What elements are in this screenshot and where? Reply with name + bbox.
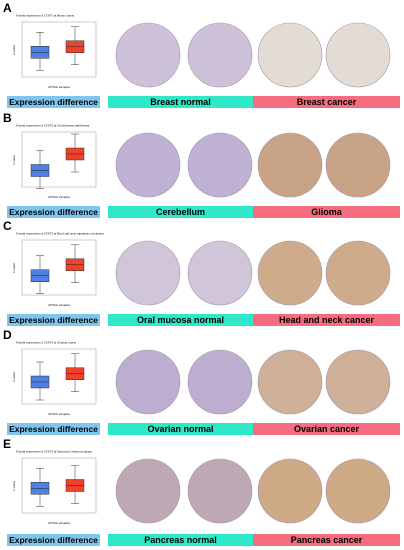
tissue-core [257,349,323,415]
normal-bar [108,206,253,218]
panel-letter: E [3,437,11,451]
cancer-bar [253,206,400,218]
tissue-core [187,132,253,198]
cancer-label: Pancreas cancer [291,535,363,545]
plot-title: Protein expression of CEP55 in Pancreati… [16,450,93,454]
tissue-core [325,132,391,198]
key-box [7,206,100,218]
x-label: CPTAC samples [48,412,70,416]
x-label: CPTAC samples [48,521,70,525]
tissue-core [325,22,391,88]
panel-letter: B [3,111,12,125]
tissue-core [115,240,181,306]
tissue-core [115,22,181,88]
plot-frame [21,131,97,188]
y-label: Z-value [12,263,16,273]
key-label: Expression difference [9,315,98,325]
cancer-bar [253,96,400,108]
key-label: Expression difference [9,97,98,107]
panel-letter: D [3,328,12,342]
x-label: CPTAC samples [48,195,70,199]
plot-title: Protein expression of CEP55 in Breast ca… [16,14,75,18]
plot-title: Protein expression of CEP55 in Glioblast… [16,124,90,128]
normal-label: Oral mucosa normal [137,315,224,325]
tissue-core [115,458,181,524]
y-label: Z-value [12,45,16,55]
panel-letter: A [3,1,12,15]
tissue-core [187,22,253,88]
tissue-core [325,240,391,306]
tissue-core [187,240,253,306]
tissue-core [115,132,181,198]
tissue-core [257,132,323,198]
tissue-core [257,240,323,306]
normal-bar [108,314,253,326]
cancer-label: Head and neck cancer [279,315,375,325]
tissue-core [187,458,253,524]
y-label: Z-value [12,481,16,491]
key-box [7,96,100,108]
plot-frame [21,348,97,405]
tissue-core [325,349,391,415]
tissue-core [325,458,391,524]
normal-bar [108,96,253,108]
cancer-label: Breast cancer [297,97,357,107]
normal-label: Cerebellum [156,207,205,217]
cancer-bar [253,423,400,435]
tissue-core [115,349,181,415]
tissue-core [187,349,253,415]
plot-title: Protein expression of CEP55 in Head and … [16,232,104,236]
normal-label: Breast normal [150,97,211,107]
tissue-core [257,458,323,524]
plot-frame [21,239,97,296]
normal-label: Pancreas normal [144,535,217,545]
plot-frame [21,457,97,514]
key-label: Expression difference [9,535,98,545]
normal-label: Ovarian normal [147,424,213,434]
panel-letter: C [3,219,12,233]
plot-frame [21,21,97,78]
y-label: Z-value [12,372,16,382]
key-label: Expression difference [9,207,98,217]
key-box [7,423,100,435]
key-box [7,314,100,326]
cancer-label: Glioma [311,207,343,217]
key-label: Expression difference [9,424,98,434]
x-label: CPTAC samples [48,303,70,307]
cancer-bar [253,534,400,546]
normal-bar [108,534,253,546]
cancer-bar [253,314,400,326]
plot-title: Protein expression of CEP55 in Ovarian c… [16,341,77,345]
cancer-label: Ovarian cancer [294,424,360,434]
tissue-core [257,22,323,88]
x-label: CPTAC samples [48,85,70,89]
normal-bar [108,423,253,435]
y-label: Z-value [12,155,16,165]
key-box [7,534,100,546]
